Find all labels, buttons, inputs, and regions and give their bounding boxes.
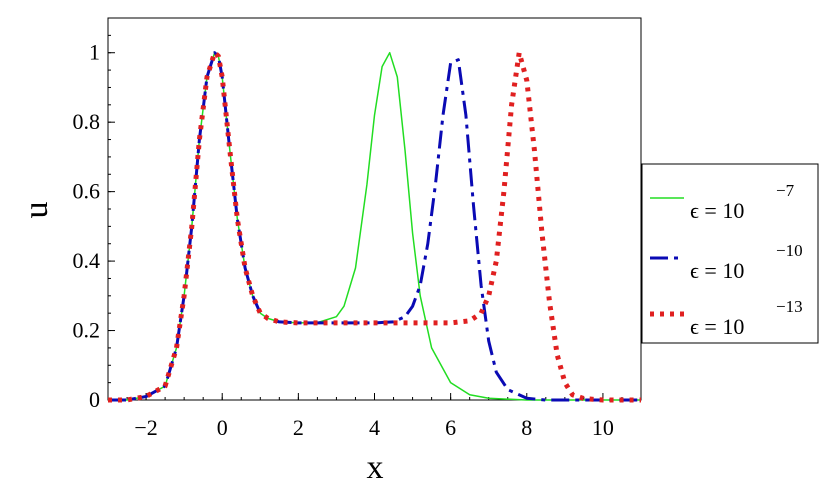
y-tick-label: 0.4	[73, 248, 101, 273]
plot-frame	[107, 17, 642, 401]
legend-label-3: ϵ = 10	[690, 314, 744, 339]
minor-ticks	[107, 17, 642, 401]
major-ticks	[108, 52, 604, 401]
legend-exponent-2: −10	[776, 241, 803, 260]
y-tick-label: 0.8	[73, 109, 101, 134]
y-tick-label: 1	[89, 40, 100, 65]
legend-exponent-3: −13	[776, 297, 803, 316]
series-line-1	[108, 51, 641, 401]
y-tick-label: 0	[89, 387, 100, 412]
series-group	[108, 50, 641, 403]
legend: ϵ = 10 −7 ϵ = 10 −10 ϵ = 10 −13	[641, 163, 819, 344]
y-axis-label: u	[18, 202, 55, 219]
x-axis-label: x	[367, 449, 384, 486]
x-tick-label: 4	[369, 415, 380, 440]
y-tick-labels: 0 0.2 0.4 0.6 0.8 1	[73, 40, 101, 412]
x-tick-label: −2	[134, 415, 157, 440]
x-tick-label: 10	[592, 415, 614, 440]
legend-label-1: ϵ = 10	[690, 198, 744, 223]
legend-exponent-1: −7	[776, 181, 795, 200]
legend-label-2: ϵ = 10	[690, 258, 744, 283]
x-tick-label: 2	[293, 415, 304, 440]
y-tick-label: 0.6	[73, 179, 101, 204]
x-tick-label: 8	[521, 415, 532, 440]
x-tick-label: 6	[445, 415, 456, 440]
x-tick-labels: −2 0 2 4 6 8 10	[134, 415, 614, 440]
series-line-2	[108, 51, 641, 402]
series-line-3	[108, 50, 641, 403]
x-tick-label: 0	[217, 415, 228, 440]
y-tick-label: 0.2	[73, 318, 101, 343]
